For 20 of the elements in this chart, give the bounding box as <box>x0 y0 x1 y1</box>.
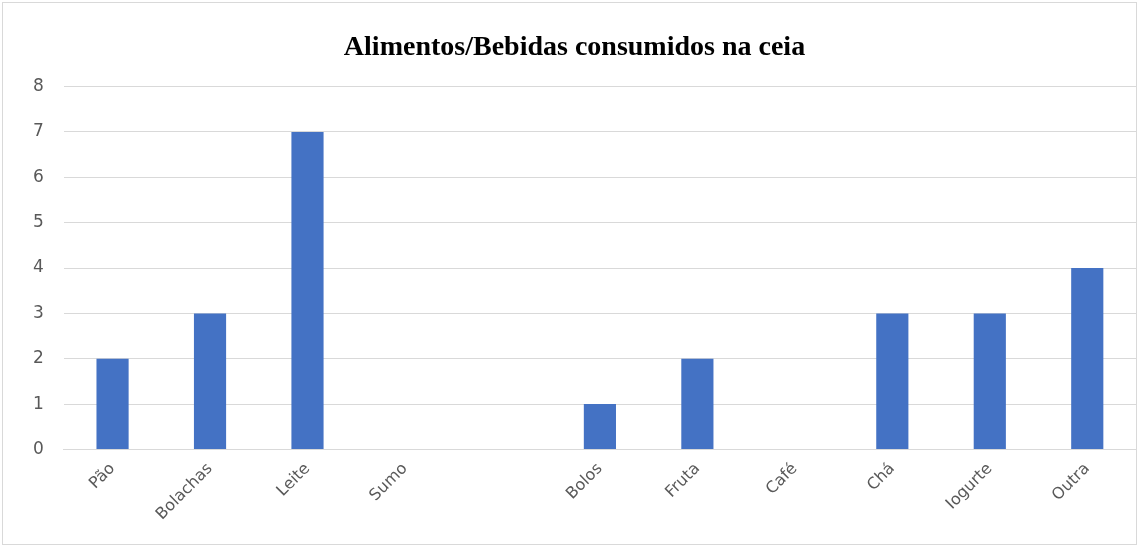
y-tick-label: 3 <box>32 301 44 322</box>
x-tick-label: Chá <box>862 458 899 495</box>
y-tick-label: 0 <box>32 437 44 458</box>
bar <box>876 313 909 449</box>
y-tick-label: 8 <box>32 75 44 96</box>
bar <box>973 313 1006 449</box>
y-tick-label: 2 <box>32 347 44 368</box>
y-tick-label: 7 <box>32 120 44 141</box>
bar <box>583 404 616 449</box>
x-tick-label: Pão <box>84 458 119 493</box>
y-tick-label: 4 <box>32 256 44 277</box>
bar <box>96 358 129 449</box>
y-tick-label: 6 <box>32 165 44 186</box>
bar <box>193 313 227 449</box>
y-tick-label: 5 <box>32 211 44 232</box>
bar <box>1071 268 1104 449</box>
bar <box>291 131 324 449</box>
bar <box>681 358 714 449</box>
y-tick-label: 1 <box>32 392 44 413</box>
chart-title: Alimentos/Bebidas consumidos na ceia <box>343 30 806 62</box>
